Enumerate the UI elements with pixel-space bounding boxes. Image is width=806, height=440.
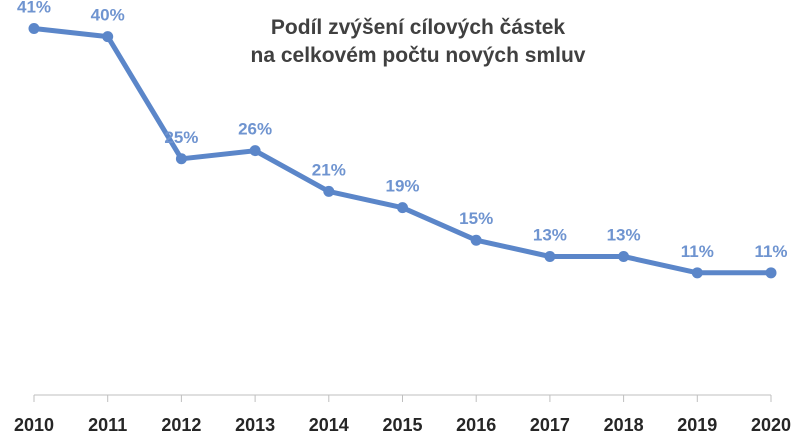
data-point (618, 251, 630, 263)
data-label: 15% (459, 209, 493, 228)
x-tick-label: 2017 (530, 415, 570, 435)
data-point (470, 234, 482, 246)
data-point (691, 267, 703, 279)
x-tick-label: 2013 (235, 415, 275, 435)
x-tick-label: 2014 (309, 415, 349, 435)
data-label: 11% (681, 242, 714, 261)
data-labels: 41% 40% 25% 26% 21% 19% 15% 13% 13% 11% 11% (17, 0, 788, 261)
x-tick-label: 2019 (677, 415, 717, 435)
data-label: 40% (91, 6, 125, 25)
x-tick-label: 2011 (88, 415, 127, 435)
data-label: 11% (754, 242, 787, 261)
data-point (102, 31, 114, 43)
data-label: 26% (238, 120, 272, 139)
data-point (544, 251, 556, 263)
data-label: 21% (312, 160, 346, 179)
data-point (765, 267, 777, 279)
x-tick-label: 2016 (456, 415, 496, 435)
x-tick-label: 2010 (14, 415, 54, 435)
data-point (397, 202, 408, 214)
data-label: 19% (385, 177, 419, 196)
x-tick-label: 2020 (751, 415, 791, 435)
series-line-group (28, 22, 777, 279)
data-point (323, 185, 335, 197)
x-tick-label: 2015 (382, 415, 422, 435)
data-point (28, 22, 40, 34)
data-label: 25% (164, 128, 198, 147)
data-label: 13% (607, 226, 641, 245)
data-label: 41% (17, 0, 51, 16)
data-point (249, 145, 261, 157)
data-label: 13% (533, 226, 567, 245)
data-point (175, 153, 187, 165)
chart-title-line-2: na celkovém počtu nových smluv (251, 44, 586, 67)
x-tick-label: 2018 (604, 415, 644, 435)
x-axis: 2010 2011 2012 2013 2014 2015 2016 2017 2018 2019… (14, 394, 791, 435)
chart-title-line-1: Podíl zvýšení cílových částek (271, 16, 565, 39)
x-tick-label: 2012 (161, 415, 201, 435)
